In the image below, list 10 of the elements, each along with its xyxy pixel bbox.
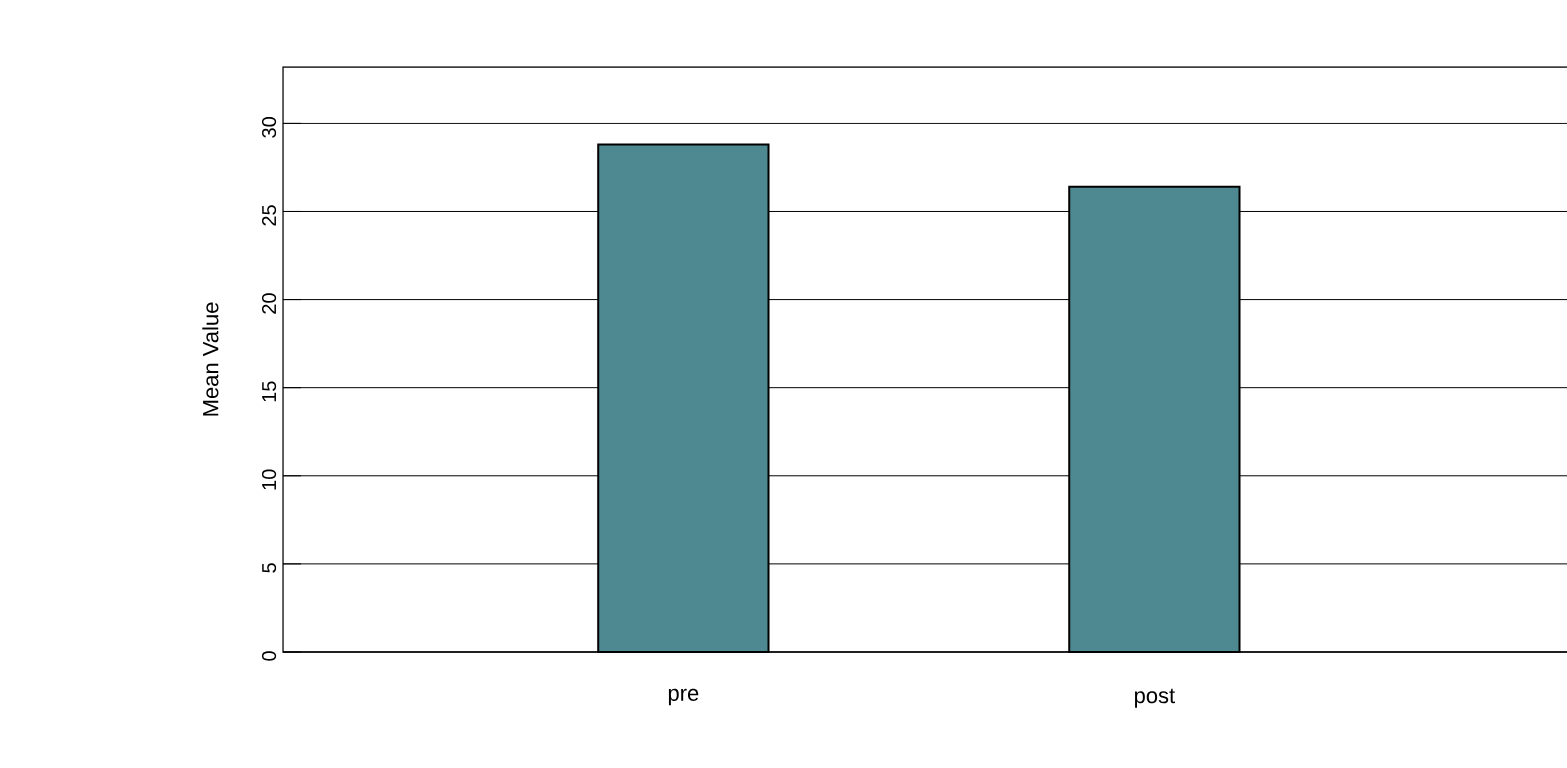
- y-axis-title: Mean Value: [202, 302, 219, 416]
- y-tick-label: 25: [261, 205, 277, 226]
- y-tick-label: 5: [262, 563, 277, 573]
- y-tick-label: 30: [261, 117, 277, 138]
- y-tick-label: 15: [262, 381, 277, 402]
- x-tick-label: pre: [668, 688, 699, 706]
- y-tick-label: 20: [261, 293, 277, 314]
- y-tick-label: 10: [261, 469, 277, 490]
- y-tick-label: 0: [261, 651, 277, 661]
- x-tick-label: post: [1134, 688, 1175, 708]
